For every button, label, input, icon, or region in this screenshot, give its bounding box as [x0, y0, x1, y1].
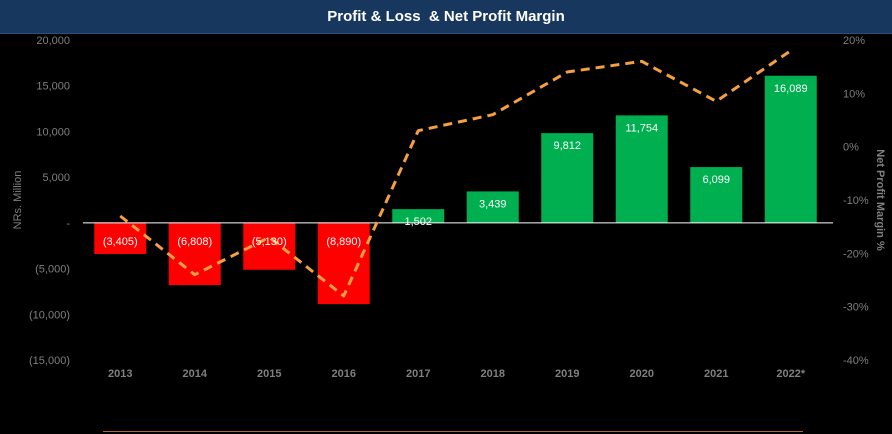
bar-data-label: (8,890) — [326, 236, 361, 248]
bar-data-label: (6,808) — [177, 236, 212, 248]
bar — [764, 75, 817, 223]
bar — [466, 191, 519, 223]
x-tick-label: 2019 — [555, 368, 579, 380]
x-tick-label: 2022* — [776, 368, 805, 380]
y-tick-label: 15,000 — [36, 81, 70, 93]
x-tick-label: 2014 — [183, 368, 208, 380]
x-tick-label: 2016 — [332, 368, 356, 380]
y-axis-label: NRs. Million — [12, 171, 24, 230]
data-labels: (3,405) (6,808) (5,130) (8,890) 1,502 3,439 9,… — [103, 83, 808, 248]
y-tick-label: 5,000 — [42, 172, 70, 184]
y2-tick-label: 10% — [843, 88, 865, 100]
bar — [541, 133, 594, 223]
y-tick-label: 10,000 — [36, 126, 70, 138]
y2-tick-label: 0% — [843, 142, 859, 154]
bar-data-label: 1,502 — [404, 216, 432, 228]
y2-tick-label: -30% — [843, 302, 869, 314]
y-tick-label: (10,000) — [29, 309, 70, 321]
y-tick-label: 20,000 — [36, 35, 70, 47]
y-tick-label: - — [66, 218, 70, 230]
bar-data-label: (5,130) — [252, 236, 287, 248]
margin-line-path — [119, 49, 792, 298]
bar-data-label: (3,405) — [103, 236, 138, 248]
bar-data-label: 9,812 — [553, 140, 581, 152]
x-tick-label: 2018 — [481, 368, 505, 380]
x-tick-label: 2021 — [704, 368, 728, 380]
y2-tick-label: -40% — [843, 355, 869, 367]
bars — [94, 75, 817, 305]
bar — [615, 115, 668, 223]
bar-data-label: 16,089 — [774, 83, 808, 95]
y-axis-ticks: 20,000 15,000 10,000 5,000 - (5,000) (10,000) (… — [29, 35, 70, 367]
bar — [690, 167, 743, 223]
y2-axis-ticks: 20% 10% 0% -10% -20% -30% -40% — [843, 35, 869, 367]
x-tick-label: 2020 — [630, 368, 654, 380]
x-tick-label: 2017 — [406, 368, 430, 380]
x-tick-label: 2015 — [257, 368, 281, 380]
y-tick-label: (5,000) — [35, 264, 70, 276]
bar — [317, 222, 370, 305]
bottom-rule — [103, 431, 803, 432]
bar — [392, 209, 445, 223]
chart-title: Profit & Loss & Net Profit Margin — [327, 8, 565, 25]
margin-line — [119, 49, 792, 298]
y2-tick-label: 20% — [843, 35, 865, 47]
x-tick-label: 2013 — [108, 368, 132, 380]
x-axis-ticks: 2013 2014 2015 2016 2017 2018 2019 2020 2021 2022… — [108, 368, 806, 380]
y2-axis-label: Net Profit Margin % — [874, 149, 886, 251]
chart-title-bar: Profit & Loss & Net Profit Margin — [0, 0, 892, 34]
y2-tick-label: -10% — [843, 195, 869, 207]
y2-tick-label: -20% — [843, 248, 869, 260]
y-tick-label: (15,000) — [29, 355, 70, 367]
bar-data-label: 11,754 — [625, 122, 658, 134]
bar-data-label: 3,439 — [479, 198, 507, 210]
bar-data-label: 6,099 — [702, 174, 730, 186]
